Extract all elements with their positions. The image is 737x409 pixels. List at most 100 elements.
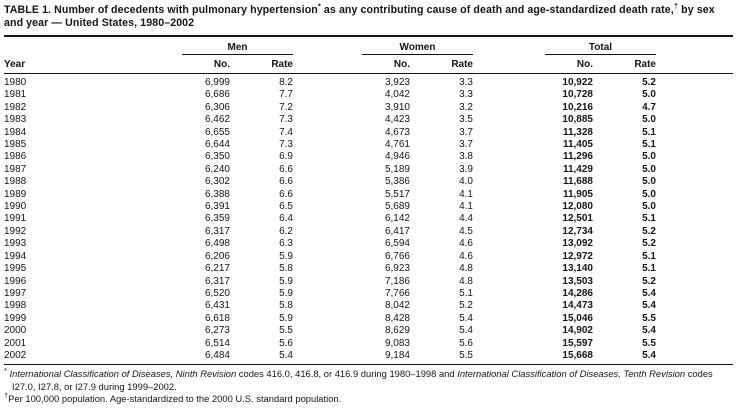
women-rate-cell: 3.7 <box>459 126 473 138</box>
women-rate-cell: 3.8 <box>459 151 473 163</box>
dagger-footnote-marker: † <box>4 390 9 400</box>
women-no-cell: 4,761 <box>384 139 410 151</box>
year-cell: 1982 <box>4 101 27 113</box>
men-rate-cell: 6.5 <box>279 201 293 213</box>
women-rate-cell: 3.3 <box>459 89 473 101</box>
title-dagger-marker: † <box>673 1 679 11</box>
total-no-cell: 11,429 <box>562 163 593 175</box>
footnote-rate-definition: †Per 100,000 population. Age-standardize… <box>4 390 733 405</box>
men-no-cell: 6,484 <box>182 349 230 366</box>
table-header: Men Women Total Year No. Rate No. Rate N… <box>4 36 733 74</box>
column-header-total-rate: Rate <box>593 54 656 74</box>
total-rate-cell: 5.1 <box>642 139 656 151</box>
women-rate-cell: 5.1 <box>459 287 473 299</box>
women-no-cell: 4,946 <box>384 151 410 163</box>
column-header-men-rate: Rate <box>230 54 293 74</box>
women-no-cell: 3,923 <box>384 77 410 88</box>
men-no-cell: 6,431 <box>204 300 230 312</box>
year-cell: 1981 <box>4 89 27 101</box>
year-cell: 1983 <box>4 114 27 126</box>
men-no-cell: 6,206 <box>204 250 230 262</box>
women-rate-cell: 4.1 <box>459 188 473 200</box>
year-cell: 1990 <box>4 201 27 213</box>
total-rate-cell: 5.2 <box>642 275 656 287</box>
year-cell: 2000 <box>4 325 27 337</box>
table-row: 1997 6,520 5.9 7,766 5.1 14,286 5.4 <box>4 288 733 300</box>
women-no-cell: 6,594 <box>384 238 410 250</box>
women-rate-cell: 3.2 <box>459 101 473 113</box>
total-rate-cell: 5.2 <box>642 225 656 237</box>
men-rate-cell: 5.9 <box>279 312 293 324</box>
total-rate-cell: 5.0 <box>642 114 656 126</box>
total-rate-cell: 5.1 <box>642 250 656 262</box>
column-header-row: Year No. Rate No. Rate No. Rate <box>4 54 733 74</box>
women-rate-cell: 5.4 <box>459 312 473 324</box>
total-rate-cell: 5.5 <box>642 312 656 324</box>
total-rate-cell: 5.2 <box>642 77 656 88</box>
group-header-women: Women <box>362 36 473 55</box>
men-no-cell: 6,317 <box>204 225 230 237</box>
table-title: TABLE 1. Number of decedents with pulmon… <box>4 1 733 30</box>
total-no-cell: 12,734 <box>562 225 593 237</box>
total-no-cell: 15,046 <box>562 312 593 324</box>
total-no-cell: 15,597 <box>562 337 593 349</box>
footnote-text-rate: Per 100,000 population. Age-standardized… <box>8 392 342 404</box>
table-row: 1982 6,306 7.2 3,910 3.2 10,216 4.7 <box>4 102 733 114</box>
table-row: 1991 6,359 6.4 6,142 4.4 12,501 5.1 <box>4 213 733 225</box>
men-no-cell: 6,350 <box>204 151 230 163</box>
women-rate-cell: 4.8 <box>459 263 473 275</box>
men-rate-cell: 6.3 <box>279 238 293 250</box>
men-rate-cell: 7.3 <box>279 114 293 126</box>
men-rate-cell: 5.9 <box>279 287 293 299</box>
group-header-row: Men Women Total <box>4 36 733 55</box>
year-cell: 1988 <box>4 176 27 188</box>
men-no-cell: 6,240 <box>204 163 230 175</box>
year-cell: 1989 <box>4 188 27 200</box>
table-row: 1996 6,317 5.9 7,186 4.8 13,503 5.2 <box>4 276 733 288</box>
total-no-cell: 10,216 <box>562 101 593 113</box>
men-rate-cell: 6.6 <box>279 188 293 200</box>
women-rate-cell: 3.9 <box>459 163 473 175</box>
year-cell: 1980 <box>4 77 27 88</box>
women-rate-cell: 4.6 <box>459 250 473 262</box>
table-row: 1999 6,618 5.9 8,428 5.4 15,046 5.5 <box>4 313 733 325</box>
year-cell: 1996 <box>4 275 27 287</box>
women-no-cell: 8,629 <box>384 325 410 337</box>
women-rate-cell: 4.0 <box>459 176 473 188</box>
year-cell: 1992 <box>4 225 27 237</box>
men-rate-cell: 5.8 <box>279 263 293 275</box>
men-no-cell: 6,520 <box>204 287 230 299</box>
total-no-cell: 13,503 <box>562 275 593 287</box>
women-rate-cell: 5.4 <box>459 325 473 337</box>
table-row: 1995 6,217 5.8 6,923 4.8 13,140 5.1 <box>4 263 733 275</box>
men-rate-cell: 5.5 <box>279 325 293 337</box>
table-row: 1986 6,350 6.9 4,946 3.8 11,296 5.0 <box>4 151 733 163</box>
table-row: 1987 6,240 6.6 5,189 3.9 11,429 5.0 <box>4 164 733 176</box>
total-no-cell: 13,092 <box>562 238 593 250</box>
women-rate-cell: 4.6 <box>459 238 473 250</box>
women-no-cell: 6,766 <box>384 250 410 262</box>
men-rate-cell: 7.2 <box>279 101 293 113</box>
total-no-cell: 12,972 <box>562 250 593 262</box>
total-no-cell: 13,140 <box>562 263 593 275</box>
women-no-cell: 4,042 <box>384 89 410 101</box>
table-row: 2000 6,273 5.5 8,629 5.4 14,902 5.4 <box>4 325 733 337</box>
total-rate-cell: 5.4 <box>642 287 656 299</box>
women-no-cell: 4,673 <box>384 126 410 138</box>
total-rate-cell: 4.7 <box>642 101 656 113</box>
total-no-cell: 14,286 <box>562 287 593 299</box>
year-cell: 2002 <box>4 349 149 366</box>
column-header-men-no: No. <box>182 54 230 74</box>
men-rate-cell: 6.6 <box>279 163 293 175</box>
total-no-cell: 12,501 <box>562 213 593 225</box>
total-rate-cell: 5.1 <box>642 263 656 275</box>
women-no-cell: 3,910 <box>384 101 410 113</box>
total-rate-cell: 5.0 <box>642 163 656 175</box>
total-no-cell: 10,922 <box>562 77 593 88</box>
group-header-men: Men <box>182 36 293 55</box>
women-rate-cell: 5.5 <box>410 349 473 366</box>
total-rate-cell: 5.0 <box>642 151 656 163</box>
men-rate-cell: 6.6 <box>279 176 293 188</box>
men-rate-cell: 8.2 <box>279 77 293 88</box>
table-row: 1992 6,317 6.2 6,417 4.5 12,734 5.2 <box>4 226 733 238</box>
